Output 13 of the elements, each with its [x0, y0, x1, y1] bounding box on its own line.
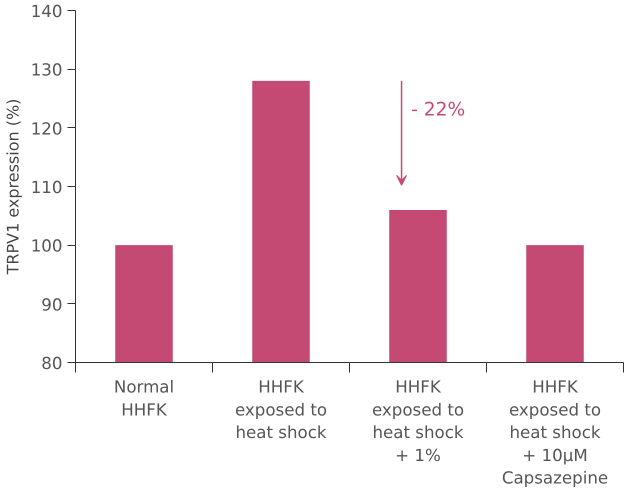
y-tick-label: 100 — [30, 236, 63, 256]
y-tick-label: 140 — [30, 2, 63, 21]
y-tick-label: 110 — [30, 178, 63, 197]
x-tick-label: Normal HHFK — [114, 378, 174, 420]
x-tick-label: HHFK exposed to heat shock + 10µM Capsazepine — [502, 378, 608, 488]
y-axis-title: TRPV1 expression (%) — [4, 98, 23, 276]
y-tick-label: 90 — [41, 295, 63, 314]
x-tick-label: HHFK exposed to heat shock — [234, 378, 328, 442]
x-tick-label: HHFK exposed to heat shock + 1% — [372, 378, 464, 465]
y-tick-label: 120 — [30, 119, 63, 138]
y-tick-label: 80 — [41, 354, 63, 373]
y-tick-label: 130 — [30, 60, 63, 80]
annotation: - 22% — [411, 100, 466, 121]
